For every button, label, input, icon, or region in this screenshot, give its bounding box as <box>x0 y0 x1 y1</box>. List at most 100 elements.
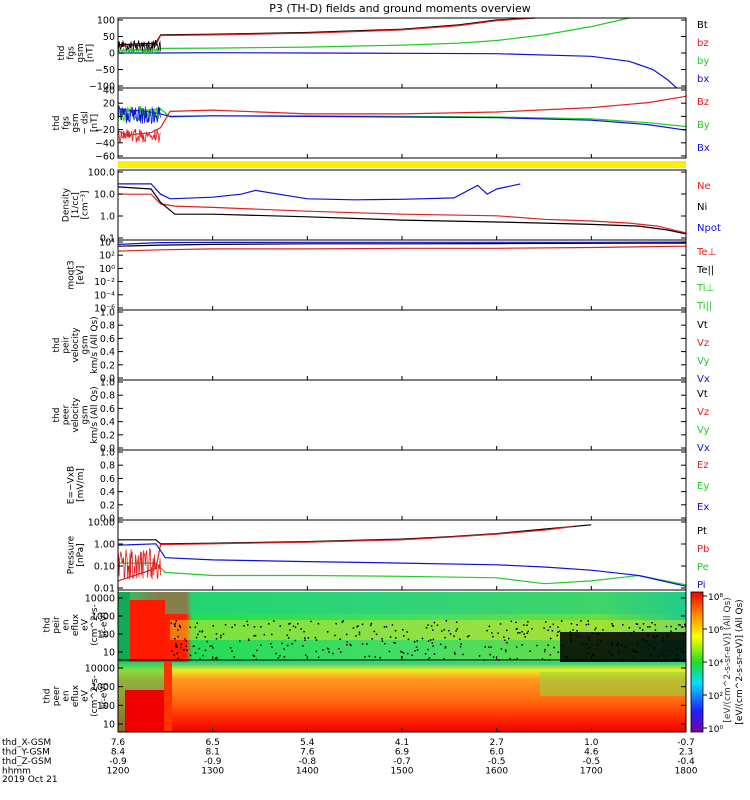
speckle <box>549 626 551 628</box>
speckle <box>327 631 329 633</box>
speckle <box>374 631 376 633</box>
speckle <box>621 658 623 660</box>
speckle <box>592 632 594 634</box>
speckle <box>598 633 600 635</box>
speckle <box>543 627 545 629</box>
speckle <box>255 635 256 637</box>
speckle <box>318 623 320 625</box>
speckle <box>422 638 424 640</box>
speckle <box>611 654 613 656</box>
speckle <box>486 630 488 632</box>
speckle <box>468 635 470 637</box>
speckle <box>303 631 305 633</box>
speckle <box>504 640 506 642</box>
speckle <box>602 629 604 631</box>
speckle <box>336 623 338 625</box>
speckle <box>678 624 680 626</box>
speckle <box>528 631 530 633</box>
speckle <box>310 621 312 623</box>
y-axis-label-line: moqt3 <box>66 260 76 289</box>
speckle <box>395 642 397 644</box>
speckle <box>350 645 352 647</box>
peir-spectrogram <box>118 592 686 662</box>
speckle <box>637 624 639 626</box>
speckle <box>588 653 590 655</box>
speckle <box>283 648 285 650</box>
speckle <box>444 629 446 631</box>
y-tick-label: −50 <box>95 65 115 76</box>
y-tick-label: 0.8 <box>100 391 115 402</box>
speckle <box>297 623 299 625</box>
y-axis-label-line: km/s (All Qs) <box>90 386 100 443</box>
footer-value: -0.5 <box>583 757 601 767</box>
speckle <box>342 621 344 623</box>
speckle <box>315 637 317 639</box>
y-axis-label-line: eflux <box>71 613 81 636</box>
speckle <box>318 657 320 659</box>
panel-frame-peir_vel <box>118 310 686 380</box>
speckle <box>661 653 663 655</box>
speckle <box>621 644 623 646</box>
panel-frame-density <box>118 170 686 240</box>
footer-value: 8.1 <box>206 748 220 758</box>
speckle <box>617 642 619 644</box>
speckle <box>215 658 217 660</box>
speckle <box>526 625 528 627</box>
speckle <box>174 654 176 656</box>
speckle <box>588 624 590 626</box>
speckle <box>199 631 201 633</box>
legend-fgs_dsl-Bx: Bx <box>697 143 710 154</box>
y-tick-label: 0.8 <box>100 321 115 332</box>
speckle <box>548 644 550 646</box>
peir-spec-upper <box>118 592 686 614</box>
y-tick-label: 10⁻⁴ <box>94 290 115 301</box>
legend-pressure-Pb: Pb <box>697 544 709 555</box>
speckle <box>220 635 222 637</box>
speckle <box>202 630 204 632</box>
legend-fgs_mag-Bt: Bt <box>697 20 708 31</box>
panel-frame-temp <box>118 240 686 310</box>
speckle <box>381 638 383 640</box>
peir-hot-block <box>129 600 165 662</box>
speckle <box>544 649 546 651</box>
noise-pressure <box>118 548 161 579</box>
speckle <box>202 655 204 657</box>
speckle <box>295 627 297 629</box>
y-tick-label: 10² <box>99 251 115 262</box>
footer-value: 5.4 <box>300 738 315 748</box>
legend-density-Ne: Ne <box>697 181 711 192</box>
speckle <box>500 623 502 625</box>
speckle <box>316 651 318 653</box>
speckle <box>561 645 563 647</box>
series-fgs_dsl-By <box>118 109 686 127</box>
speckle <box>177 629 179 631</box>
speckle <box>675 628 677 630</box>
speckle <box>432 645 434 647</box>
speckle <box>382 640 384 642</box>
speckle <box>287 645 289 647</box>
colorbar: 10⁸10⁶10⁴10²10⁰ [eV/(cm^2-s-sr-eV)] (All… <box>691 592 745 735</box>
speckle <box>456 628 458 630</box>
speckle <box>597 644 599 646</box>
speckle <box>453 635 455 637</box>
speckle <box>369 656 371 658</box>
y-tick-label: 10.00 <box>88 518 115 529</box>
speckle <box>616 644 618 646</box>
speckle <box>196 637 198 639</box>
y-tick-label: −60 <box>95 152 115 163</box>
y-tick-label: −40 <box>95 138 115 149</box>
speckle <box>625 646 627 648</box>
y-tick-label: 10000 <box>85 664 115 675</box>
speckle <box>384 643 386 645</box>
y-tick-label: 0.6 <box>100 404 115 415</box>
speckle <box>425 653 427 655</box>
legend-pressure-Pt: Pt <box>697 526 707 537</box>
y-axis-label-line: (cm^2-s- <box>90 675 100 717</box>
speckle <box>356 626 358 628</box>
data-series <box>118 18 686 586</box>
speckle <box>195 652 197 654</box>
y-axis-label-line: [mV/m] <box>76 468 86 502</box>
speckle <box>561 620 563 622</box>
speckle <box>577 636 579 638</box>
speckle <box>527 621 529 623</box>
